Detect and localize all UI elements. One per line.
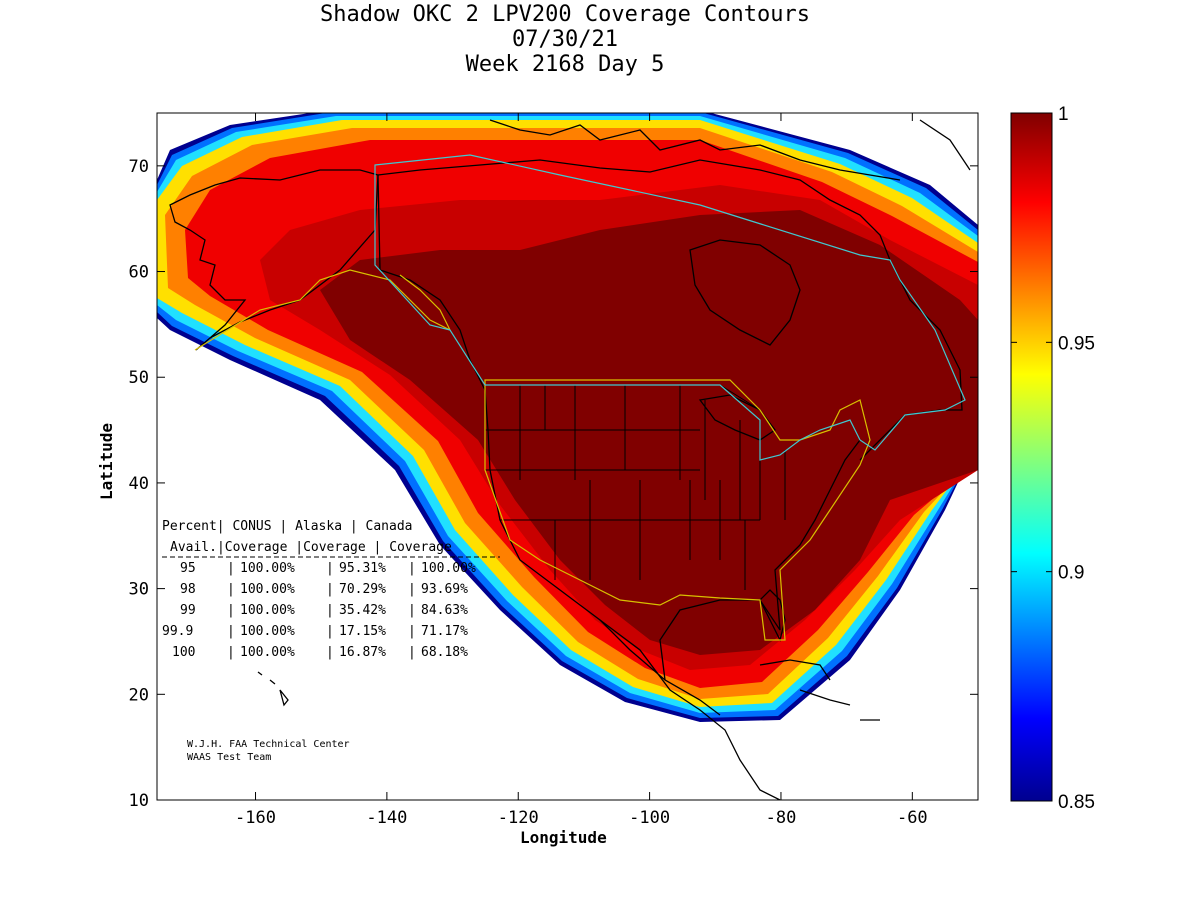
x-tick-label: -60 — [897, 808, 928, 828]
header-coverage-alaska: Coverage — [303, 540, 366, 555]
coverage-contours — [157, 113, 978, 722]
hawaii — [257, 671, 289, 707]
table-separator: | — [326, 561, 334, 576]
x-tick-label: -160 — [235, 808, 276, 828]
table-header-row-1: Percent| CONUS | Alaska | Canada — [162, 519, 413, 534]
chart-title: Shadow OKC 2 LPV200 Coverage Contours — [319, 2, 811, 27]
coverage-table: Percent| CONUS | Alaska | Canada Avail.|… — [162, 519, 500, 660]
header-conus: CONUS — [232, 519, 271, 534]
header-percent: Percent — [162, 519, 217, 534]
header-canada: Canada — [366, 519, 413, 534]
header-coverage-canada: Coverage — [389, 540, 452, 555]
contour-band-dark-red — [320, 210, 978, 655]
table-cell-canada: 68.18% — [421, 645, 468, 660]
table-cell-alaska: 35.42% — [339, 603, 386, 618]
table-separator: | — [227, 645, 235, 660]
alaska-outline — [194, 269, 452, 351]
colorbar-tick-label: 0.9 — [1058, 563, 1084, 584]
table-cell-percent: 100 — [172, 645, 195, 660]
table-separator: | — [408, 603, 416, 618]
canada-outline — [374, 154, 966, 461]
chart-date: 07/30/21 — [512, 27, 618, 52]
colorbar-ticks: 0.85 0.9 0.95 1 — [1011, 104, 1095, 813]
table-separator: | — [326, 624, 334, 639]
colorbar-tick-label: 1 — [1058, 104, 1069, 125]
state-boundaries — [485, 384, 786, 590]
table-cell-conus: 100.00% — [240, 582, 295, 597]
header-coverage-conus: Coverage — [225, 540, 288, 555]
table-cell-canada: 71.17% — [421, 624, 468, 639]
y-tick-label: 20 — [129, 685, 149, 705]
table-cell-alaska: 95.31% — [339, 561, 386, 576]
credit-line-2: WAAS Test Team — [187, 752, 271, 763]
y-axis-label: Latitude — [97, 422, 116, 500]
table-cell-canada: 84.63% — [421, 603, 468, 618]
table-cell-alaska: 17.15% — [339, 624, 386, 639]
y-tick-label: 10 — [129, 791, 149, 811]
table-separator: | — [227, 561, 235, 576]
x-tick-label: -120 — [498, 808, 539, 828]
table-separator: | — [326, 582, 334, 597]
table-cell-canada: 93.69% — [421, 582, 468, 597]
axis-ticks: -160 -140 -120 -100 -80 -60 10 20 30 40 50 60 70 — [129, 113, 978, 828]
table-separator: | — [408, 561, 416, 576]
table-separator: | — [408, 582, 416, 597]
y-tick-label: 60 — [129, 263, 149, 283]
service-area-outlines — [194, 154, 966, 641]
x-tick-label: -140 — [366, 808, 407, 828]
caribbean — [759, 659, 880, 721]
florida — [759, 589, 786, 642]
chart-week-day: Week 2168 Day 5 — [465, 52, 665, 77]
header-avail: Avail. — [170, 540, 217, 555]
table-cell-percent: 99.9 — [162, 624, 193, 639]
hudson-bay — [689, 239, 801, 346]
table-separator: | — [408, 624, 416, 639]
table-separator: | — [326, 645, 334, 660]
canada-coast — [377, 159, 963, 461]
y-tick-label: 30 — [129, 580, 149, 600]
colorbar — [1010, 112, 1053, 802]
table-separator: | — [227, 624, 235, 639]
state-lines — [485, 385, 786, 590]
table-separator: | — [227, 582, 235, 597]
x-tick-label: -100 — [629, 808, 670, 828]
colorbar-tick-label: 0.85 — [1058, 792, 1095, 813]
gulf-coast — [659, 439, 861, 681]
header-alaska: Alaska — [295, 519, 342, 534]
table-cell-alaska: 16.87% — [339, 645, 386, 660]
plot-frame — [156, 112, 979, 801]
mexico-coast — [599, 619, 781, 800]
x-axis-label: Longitude — [520, 828, 607, 847]
arctic-islands — [489, 119, 971, 181]
table-cell-conus: 100.00% — [240, 624, 295, 639]
credit-line-1: W.J.H. FAA Technical Center — [187, 739, 350, 750]
colorbar-tick-label: 0.95 — [1058, 333, 1095, 354]
table-cell-conus: 100.00% — [240, 603, 295, 618]
table-cell-percent: 95 — [180, 561, 196, 576]
y-tick-label: 50 — [129, 368, 149, 388]
table-separator: | — [326, 603, 334, 618]
y-tick-label: 40 — [129, 474, 149, 494]
table-cell-percent: 99 — [180, 603, 196, 618]
table-cell-percent: 98 — [180, 582, 196, 597]
table-separator: | — [227, 603, 235, 618]
table-header-row-2: Avail.|Coverage |Coverage | Coverage — [170, 540, 452, 555]
table-separator: | — [408, 645, 416, 660]
table-cell-conus: 100.00% — [240, 561, 295, 576]
table-cell-conus: 100.00% — [240, 645, 295, 660]
table-cell-alaska: 70.29% — [339, 582, 386, 597]
y-tick-label: 70 — [129, 157, 149, 177]
x-tick-label: -80 — [766, 808, 797, 828]
table-cell-canada: 100.00% — [421, 561, 476, 576]
